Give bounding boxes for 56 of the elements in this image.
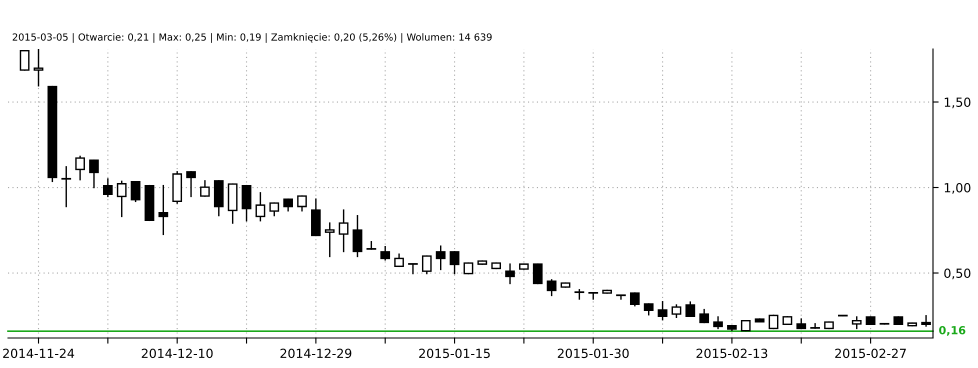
candlestick bbox=[532, 263, 543, 284]
candlestick bbox=[158, 184, 168, 236]
candlestick bbox=[505, 263, 515, 284]
candlestick bbox=[464, 262, 474, 274]
y-tick-label: 1,00 bbox=[944, 182, 970, 194]
candlestick bbox=[269, 202, 280, 216]
candlestick bbox=[242, 184, 252, 222]
candlestick bbox=[574, 289, 584, 300]
candlestick bbox=[297, 195, 307, 212]
candlestick bbox=[740, 320, 751, 332]
candlestick bbox=[75, 156, 85, 180]
candlestick bbox=[256, 192, 266, 222]
candlestick bbox=[34, 49, 44, 86]
candlestick bbox=[130, 181, 140, 202]
candlestick bbox=[672, 304, 682, 318]
candlestick bbox=[685, 301, 696, 317]
x-tick-label: 2014-11-24 bbox=[3, 348, 74, 358]
x-tick-label: 2014-12-10 bbox=[142, 348, 213, 358]
candlestick bbox=[394, 254, 404, 268]
candlestick bbox=[546, 279, 556, 296]
candlestick bbox=[658, 301, 668, 320]
candlestick bbox=[699, 308, 710, 324]
candlestick bbox=[186, 171, 196, 198]
x-tick-label: 2015-02-27 bbox=[835, 348, 906, 358]
candlestick bbox=[796, 318, 806, 330]
candlestick bbox=[852, 316, 862, 330]
candlestick bbox=[61, 166, 72, 208]
candlestick bbox=[436, 245, 446, 270]
candlestick bbox=[630, 292, 640, 306]
candlestick bbox=[450, 251, 460, 274]
candlestick bbox=[366, 241, 376, 250]
candlestick bbox=[588, 292, 598, 300]
candlestick bbox=[89, 159, 99, 188]
chart-title: 2015-03-05 | Otwarcie: 0,21 | Max: 0,25 | Min: 0,19 | Zamknięcie: 0,20 (5,26%) | Wolumen: 14 639 bbox=[12, 33, 492, 43]
candlestick bbox=[116, 180, 127, 218]
x-tick-label: 2015-02-13 bbox=[696, 348, 768, 358]
x-tick-label: 2015-01-15 bbox=[419, 348, 490, 358]
candlestick bbox=[713, 316, 723, 330]
candlestick bbox=[768, 314, 778, 330]
candlestick bbox=[20, 50, 30, 71]
y-tick-label: 0,50 bbox=[944, 268, 970, 280]
candlestick bbox=[810, 323, 820, 329]
candlestick bbox=[200, 180, 210, 197]
candlestick bbox=[324, 222, 335, 258]
candlestick bbox=[102, 178, 113, 198]
y-tick-label: 1,50 bbox=[944, 97, 970, 108]
candlestick bbox=[380, 246, 390, 261]
candlestick bbox=[408, 263, 418, 274]
candlestick bbox=[352, 215, 362, 258]
candlestick bbox=[644, 303, 654, 316]
candlestick bbox=[338, 209, 348, 252]
x-tick-label: 2014-12-29 bbox=[280, 348, 352, 358]
x-tick-label: 2015-01-30 bbox=[558, 348, 629, 358]
candlestick bbox=[283, 198, 293, 212]
ref-line-label: 0,16 bbox=[939, 326, 966, 336]
candlestick bbox=[422, 255, 432, 274]
